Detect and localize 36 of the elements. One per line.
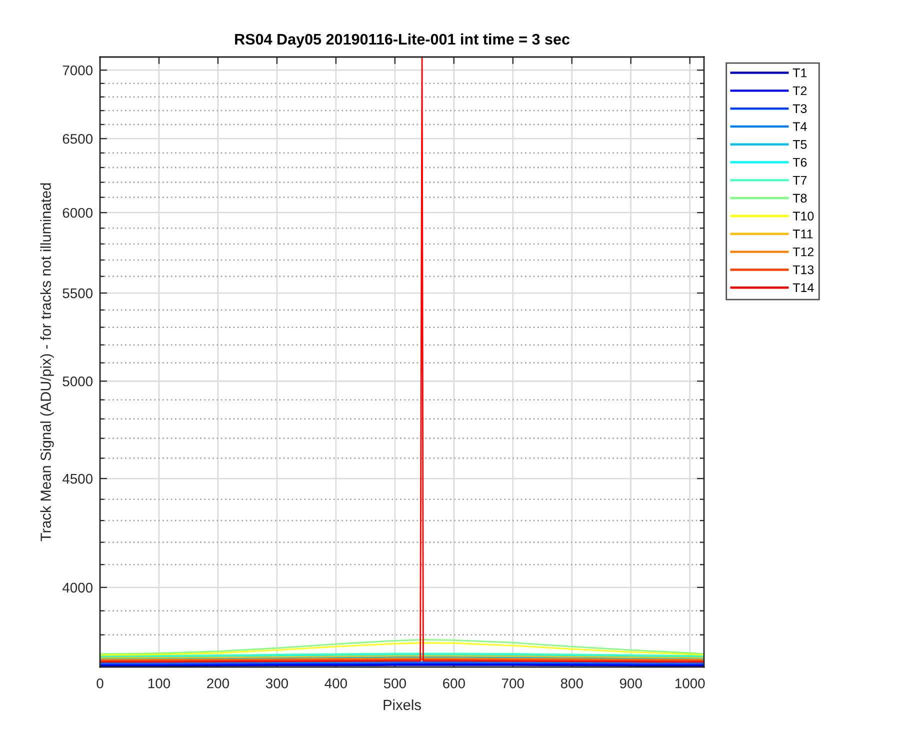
line-series [100, 639, 704, 655]
x-axis-title: Pixels [384, 699, 421, 710]
legend-label: T11 [792, 230, 813, 238]
x-tick-label: 0 [96, 678, 104, 688]
y-tick-label: 5000 [62, 376, 93, 386]
legend-label: T4 [792, 122, 807, 131]
y-tick-label: 6500 [62, 134, 93, 144]
legend-label: T8 [792, 194, 807, 203]
x-tick-label: 300 [266, 678, 288, 688]
x-tick-label: 1000 [675, 678, 705, 688]
y-tick-label: 7000 [62, 65, 93, 76]
x-tick-label: 800 [560, 678, 583, 688]
x-tick-label: 900 [620, 678, 642, 688]
y-axis-title: Track Mean Signal (ADU/pix) - for tracks not illuminated [40, 183, 54, 542]
legend-label: T7 [792, 176, 807, 185]
chart-title: RS04 Day05 20190116-Lite-001 int time = 3 sec [235, 33, 570, 48]
line-series [100, 642, 704, 656]
x-tick-label: 700 [502, 678, 524, 688]
legend-label: T12 [792, 247, 814, 256]
legend-label: T2 [792, 86, 807, 96]
x-tick-label: 400 [324, 678, 347, 688]
x-tick-label: 100 [148, 678, 170, 688]
legend-label: T6 [792, 158, 807, 167]
y-tick-label: 4000 [62, 582, 93, 593]
legend-label: T13 [792, 265, 814, 274]
x-tick-label: 500 [384, 678, 406, 688]
legend-label: T5 [792, 140, 807, 149]
legend-label: T1 [792, 68, 807, 78]
legend-label: T14 [792, 283, 814, 292]
y-tick-label: 6000 [62, 208, 93, 218]
y-tick-label: 4500 [62, 474, 93, 484]
x-tick-label: 200 [207, 678, 230, 688]
x-tick-label: 600 [443, 678, 465, 688]
y-tick-label: 5500 [62, 288, 93, 298]
legend-label: T3 [792, 104, 807, 114]
legend-label: T10 [792, 212, 814, 220]
